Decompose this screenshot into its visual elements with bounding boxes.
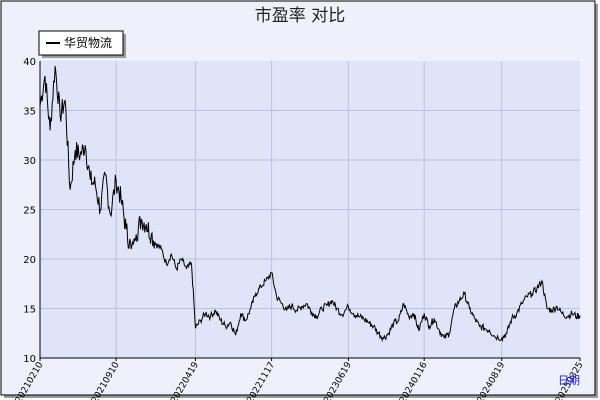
- legend-label: 华贸物流: [64, 36, 112, 50]
- y-tick-label: 15: [23, 305, 36, 316]
- y-tick-label: 35: [23, 107, 36, 118]
- y-tick-label: 10: [23, 354, 36, 365]
- y-tick-label: 25: [23, 206, 36, 217]
- legend: 华贸物流: [38, 30, 126, 58]
- chart-title: 市盈率 对比: [255, 6, 345, 26]
- series-line-1: [39, 65, 581, 343]
- x-axis-label: 日期: [558, 374, 580, 387]
- y-tick-label: 20: [23, 255, 36, 266]
- y-tick-label: 40: [23, 57, 36, 68]
- y-tick-label: 30: [23, 156, 36, 167]
